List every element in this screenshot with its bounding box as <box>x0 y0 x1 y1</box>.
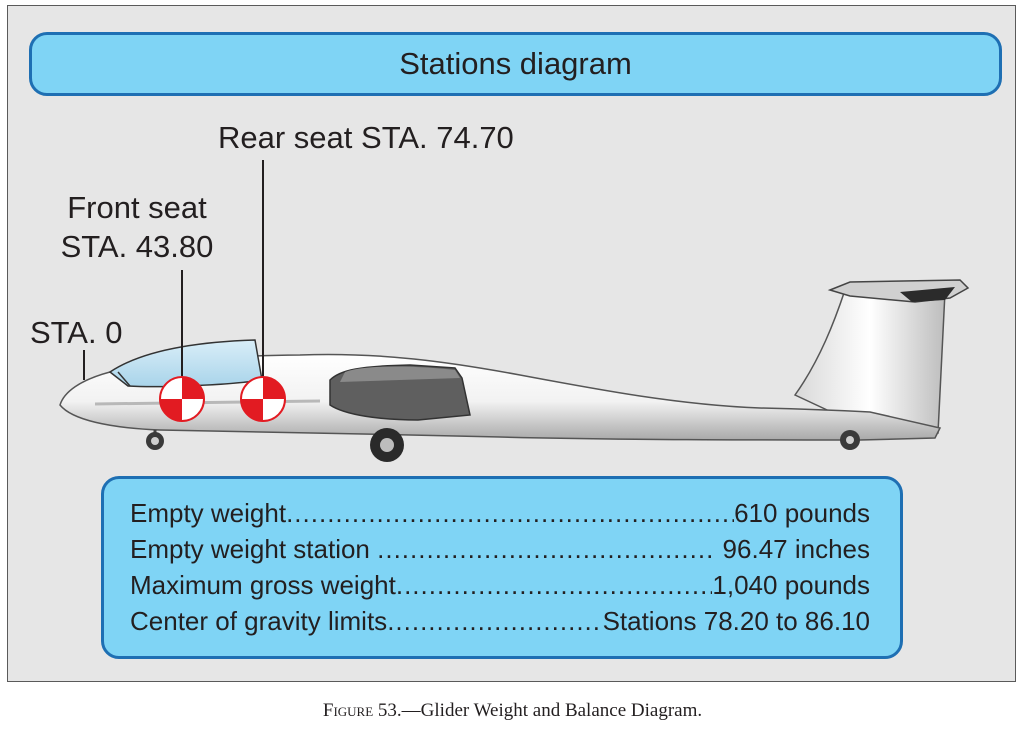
spec-value: Stations 78.20 to 86.10 <box>602 606 870 636</box>
spec-value: 96.47 inches <box>715 534 870 564</box>
rear-seat-station-label: Rear seat STA. 74.70 <box>218 120 514 155</box>
rear-seat-cg-marker <box>240 376 286 422</box>
front-seat-label-line1: Front seat <box>67 190 207 225</box>
vertical-fin <box>793 289 946 434</box>
front-seat-station-label: Front seat STA. 43.80 <box>52 188 222 266</box>
spec-row-cg-limits: Center of gravity limits Stations 78.20 … <box>130 603 870 639</box>
nose-wheel <box>146 430 164 450</box>
figure-caption-text: —Glider Weight and Balance Diagram. <box>401 700 703 721</box>
spec-row-max-gross-weight: Maximum gross weight 1,040 pounds <box>130 567 870 603</box>
spec-leader-dots <box>387 603 602 639</box>
main-wheel <box>370 428 404 462</box>
diagram-title: Stations diagram <box>399 46 632 81</box>
spec-label: Empty weight station <box>130 534 378 564</box>
spec-value: 1,040 pounds <box>712 570 870 600</box>
spec-row-empty-weight: Empty weight 610 pounds <box>130 495 870 531</box>
front-seat-cg-marker <box>159 376 205 422</box>
figure-caption: Figure 53.—Glider Weight and Balance Dia… <box>0 700 1025 722</box>
spec-label: Maximum gross weight <box>130 570 396 600</box>
tail-wheel <box>840 430 860 450</box>
specs-box: Empty weight 610 pounds Empty weight sta… <box>101 476 903 659</box>
canopy <box>108 339 263 388</box>
spec-row-empty-weight-station: Empty weight station 96.47 inches <box>130 531 870 567</box>
figure-number: Figure 53. <box>322 700 402 721</box>
spec-leader-dots <box>396 567 713 603</box>
diagram-title-box: Stations diagram <box>29 32 1002 96</box>
front-seat-label-line2: STA. 43.80 <box>60 229 214 264</box>
spec-leader-dots <box>286 495 734 531</box>
spec-label: Center of gravity limits <box>130 606 388 636</box>
spec-label: Empty weight <box>130 498 287 528</box>
spec-leader-dots <box>377 531 715 567</box>
spec-value: 610 pounds <box>734 498 870 528</box>
datum-station-label: STA. 0 <box>30 315 123 350</box>
